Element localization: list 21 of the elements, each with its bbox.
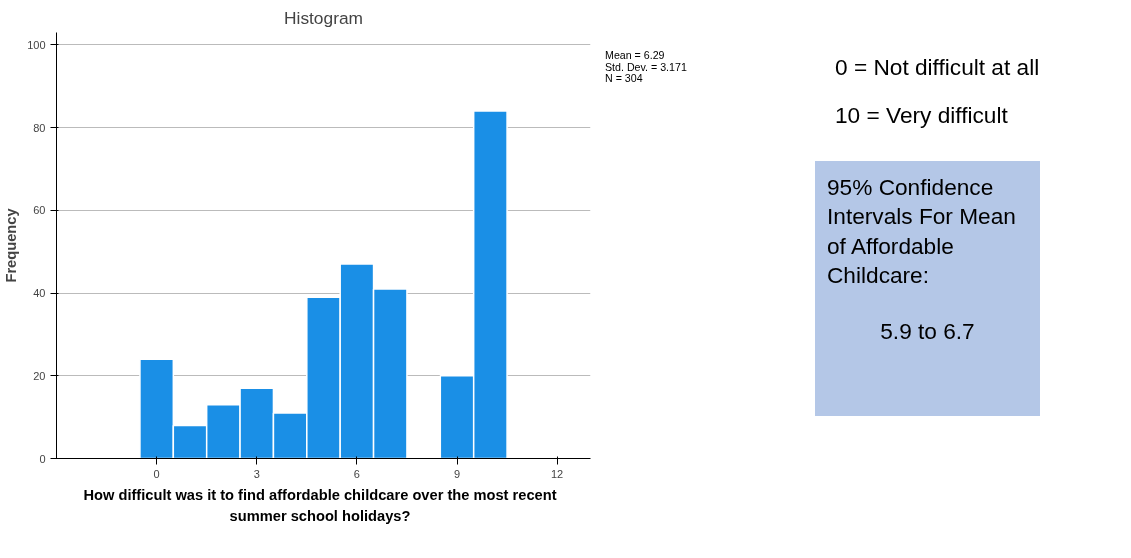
x-tick-label: 3 [253, 467, 260, 480]
x-axis-title: How difficult was it to find affordable childcare over the most recent summer school holidays? [82, 486, 558, 526]
y-tick-label: 80 [33, 121, 46, 134]
text: Mean = 6.29 [605, 49, 666, 62]
y-tick-label: 100 [27, 38, 46, 51]
y-tick-label: 60 [33, 204, 46, 217]
chart-title: Histogram [284, 7, 363, 28]
text: 0 = Not difficult at all [835, 53, 1041, 82]
text: 95% Confidence Intervals For Mean of Affordable Childcare: [827, 173, 1017, 291]
y-axis-title: Frequency [3, 207, 20, 283]
text: 5.9 to 6.7 [879, 316, 976, 346]
x-tick-label: 0 [153, 467, 160, 480]
x-tick-label: 6 [353, 467, 360, 480]
x-tick-label: 12 [551, 467, 564, 480]
y-tick-label: 40 [33, 287, 46, 300]
text: Std. Dev. = 3.171 [605, 60, 687, 74]
text: 10 = Very difficult [835, 101, 1009, 130]
x-tick-label: 9 [453, 467, 461, 480]
y-tick-label: 20 [33, 369, 46, 382]
text: N = 304 [605, 72, 644, 86]
y-tick-label: 0 [39, 452, 46, 465]
